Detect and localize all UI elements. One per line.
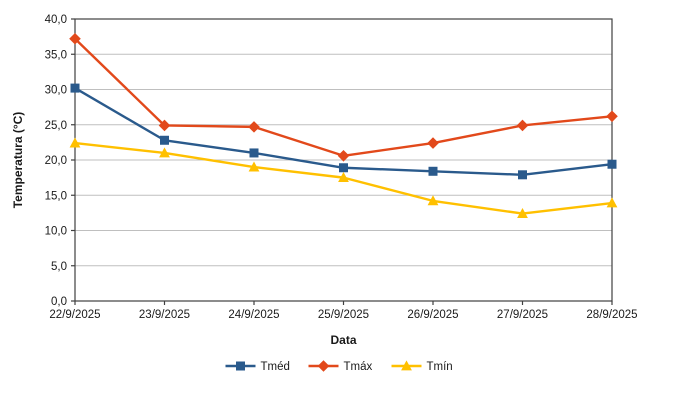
- data-point-tmin-5: [517, 207, 528, 218]
- x-tick-label: 25/9/2025: [318, 309, 369, 321]
- y-tick-label: 25,0: [45, 120, 67, 132]
- series-tmed: [70, 83, 617, 180]
- y-tick-label: 35,0: [45, 49, 67, 61]
- data-point-tmin-4: [427, 195, 439, 206]
- legend-marker-tmin: [401, 360, 412, 371]
- x-tick-label: 23/9/2025: [139, 309, 190, 321]
- data-point-tmin-0: [69, 137, 81, 148]
- data-point-tmed-1: [160, 135, 169, 145]
- series-line-tmed: [74, 87, 613, 177]
- x-tick-label: 28/9/2025: [586, 309, 637, 321]
- series-tmax: [69, 32, 618, 162]
- data-point-tmed-4: [428, 166, 438, 176]
- x-tick-label: 22/9/2025: [49, 309, 100, 321]
- y-tick-label: 40,0: [45, 14, 67, 26]
- legend-label-tmed: Tméd: [261, 361, 290, 373]
- data-point-tmax-2: [248, 121, 260, 133]
- x-axis-title: Data: [330, 333, 356, 347]
- series-tmin: [69, 137, 618, 218]
- x-tick-label: 27/9/2025: [497, 309, 548, 321]
- legend-item-tmin: Tmín: [391, 360, 453, 373]
- y-axis-title: Temperatura (°C): [11, 112, 25, 209]
- y-tick-label: 15,0: [45, 190, 67, 202]
- data-point-tmax-6: [606, 110, 618, 123]
- legend-item-tmed: Tméd: [225, 361, 290, 373]
- data-point-tmin-1: [159, 147, 170, 158]
- data-point-tmed-2: [249, 148, 259, 158]
- data-point-tmed-5: [518, 170, 527, 180]
- data-point-tmed-6: [607, 159, 617, 169]
- legend-marker-tmax: [317, 360, 330, 372]
- y-tick-label: 20,0: [45, 155, 67, 167]
- data-point-tmed-3: [339, 163, 348, 173]
- legend-label-tmax: Tmáx: [344, 361, 373, 373]
- y-tick-label: 5,0: [51, 261, 67, 273]
- y-tick-label: 10,0: [45, 226, 67, 238]
- y-tick-label: 30,0: [45, 85, 67, 97]
- data-point-tmed-0: [70, 83, 80, 93]
- legend-item-tmax: Tmáx: [308, 360, 373, 373]
- data-point-tmax-3: [337, 149, 350, 162]
- x-tick-label: 24/9/2025: [228, 309, 279, 321]
- y-tick-label: 0,0: [51, 296, 67, 308]
- legend-label-tmin: Tmín: [427, 361, 453, 373]
- data-point-tmin-3: [338, 172, 349, 183]
- data-point-tmax-4: [427, 137, 439, 149]
- data-point-tmax-0: [69, 32, 81, 45]
- data-point-tmin-6: [606, 197, 618, 208]
- data-point-tmax-1: [158, 119, 171, 132]
- legend-marker-tmed: [236, 361, 245, 371]
- data-point-tmin-2: [248, 161, 260, 172]
- x-tick-label: 26/9/2025: [407, 309, 458, 321]
- chart-legend: Tméd Tmáx Tmín: [225, 360, 453, 373]
- data-point-tmax-5: [516, 119, 529, 132]
- series-line-tmax: [74, 37, 613, 157]
